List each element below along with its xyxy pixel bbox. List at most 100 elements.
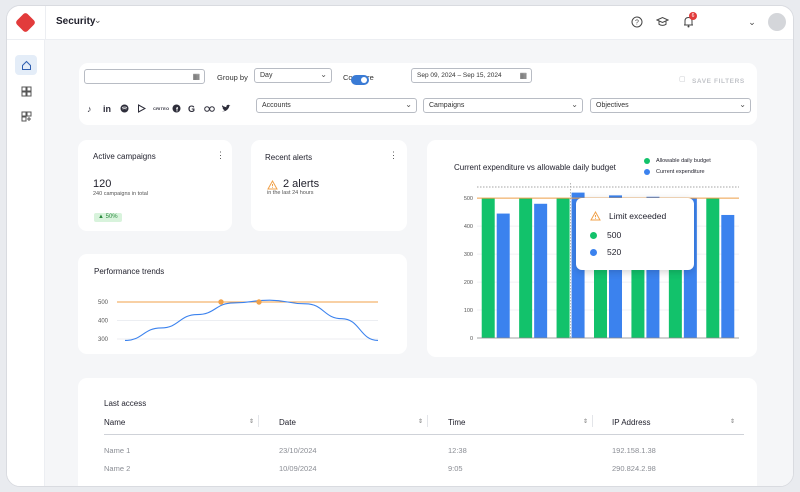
compare-toggle[interactable] [351, 75, 369, 85]
tick-label: 200 [464, 280, 473, 286]
divider [592, 415, 593, 427]
tick-label: 0 [470, 336, 473, 342]
last-access-card [78, 378, 757, 486]
graduation-cap-icon[interactable] [655, 15, 669, 29]
date-range-input[interactable]: Sep 09, 2024 – Sep 15, 2024 ▦ [411, 68, 532, 83]
accounts-select-label: Accounts [262, 102, 291, 109]
column-header-time[interactable]: Time [448, 418, 466, 427]
search-input[interactable]: ▦ [84, 69, 205, 84]
linkedin-icon[interactable]: in [103, 104, 111, 114]
sort-icon[interactable]: ⇕ [418, 419, 424, 425]
avatar[interactable] [768, 13, 786, 31]
tooltip-current: 520 [590, 247, 621, 257]
tooltip-current-value: 520 [607, 247, 622, 257]
tick-label: 500 [464, 196, 473, 202]
help-circle-icon[interactable]: ? [630, 15, 644, 29]
alerts-period: in the last 24 hours [267, 190, 314, 196]
calendar-icon[interactable]: ▦ [192, 72, 200, 81]
chevron-down-icon: ⌄ [320, 70, 327, 79]
sidebar-item-home[interactable] [15, 55, 37, 75]
table-cell: Name 2 [104, 464, 131, 473]
sidebar-item-add-widget[interactable] [15, 106, 37, 126]
table-cell: 290.824.2.98 [612, 464, 656, 473]
google-icon[interactable]: G [188, 104, 196, 114]
sidebar [7, 40, 45, 486]
legend-label: Allowable daily budget [656, 158, 711, 164]
legend-swatch [644, 169, 650, 175]
group-by-select[interactable]: Day ⌄ [254, 68, 332, 83]
notification-badge: 6 [689, 12, 697, 20]
column-header-date[interactable]: Date [279, 418, 296, 427]
group-by-value: Day [260, 72, 273, 79]
play-icon[interactable] [137, 104, 147, 115]
svg-text:f: f [176, 108, 179, 114]
tripadvisor-icon[interactable] [204, 104, 215, 115]
twitter-icon[interactable] [221, 104, 231, 115]
more-options-icon[interactable]: ⋮ [389, 151, 398, 160]
performance-card [78, 254, 407, 354]
bar-budget [519, 198, 533, 338]
tick-label: 400 [98, 319, 109, 325]
page-title: Security [56, 16, 96, 27]
top-bar: Security ⌄ ? 6 ⌄ [7, 6, 793, 40]
sort-icon[interactable]: ⇕ [583, 419, 589, 425]
group-by-label: Group by [217, 73, 248, 82]
warning-icon [590, 211, 601, 221]
bar-budget [706, 198, 720, 338]
bar-current [496, 213, 510, 338]
brand-logo[interactable] [14, 11, 37, 34]
tooltip-budget: 500 [590, 230, 621, 240]
card-title: Active campaigns [93, 152, 156, 161]
save-icon: ▢ [679, 76, 686, 83]
bar-budget [481, 198, 495, 338]
change-badge: ▲ 50% [94, 213, 122, 222]
tick-label: 500 [98, 300, 109, 306]
campaigns-select-label: Campaigns [429, 102, 465, 109]
card-title: Current expenditure vs allowable daily b… [454, 163, 616, 172]
series-dot [590, 231, 597, 239]
bar-budget [556, 198, 570, 338]
chart-tooltip: Limit exceeded 500 520 [576, 198, 694, 270]
bar-current [721, 214, 735, 338]
chevron-down-icon: ⌄ [571, 100, 578, 109]
table-cell: 192.158.1.38 [612, 446, 656, 455]
app-window: Security ⌄ ? 6 ⌄ ▦ Group by Day [6, 5, 794, 487]
table-divider [104, 434, 744, 435]
series-dot [590, 248, 597, 256]
tooltip-title-text: Limit exceeded [609, 211, 667, 221]
tiktok-icon[interactable]: ♪ [87, 104, 92, 114]
trend-line [124, 299, 379, 342]
campaigns-select[interactable]: Campaigns ⌄ [423, 98, 583, 113]
sort-icon[interactable]: ⇕ [730, 419, 736, 425]
column-header-ip[interactable]: IP Address [612, 418, 651, 427]
accounts-select[interactable]: Accounts ⌄ [256, 98, 417, 113]
performance-chart: 500 400 300 [98, 299, 379, 343]
criteo-icon[interactable]: CRITEO [153, 106, 170, 111]
warning-icon [267, 177, 278, 195]
objectives-select[interactable]: Objectives ⌄ [590, 98, 751, 113]
divider [45, 6, 46, 40]
intersection-point [256, 299, 262, 305]
legend-label: Current expenditure [656, 169, 705, 175]
change-value: 50% [105, 214, 118, 220]
calendar-icon[interactable]: ▦ [519, 71, 527, 80]
arrow-up-icon: ▲ [98, 214, 106, 220]
chevron-down-icon[interactable]: ⌄ [94, 15, 102, 25]
objectives-select-label: Objectives [596, 102, 629, 109]
legend-item: Current expenditure [644, 169, 705, 175]
sort-icon[interactable]: ⇕ [249, 419, 255, 425]
table-cell: 9:05 [448, 464, 463, 473]
facebook-icon[interactable]: f [172, 104, 181, 115]
svg-text:?: ? [635, 20, 639, 27]
save-filters-button[interactable]: SAVE FILTERS [692, 78, 745, 85]
add-widget-icon [21, 111, 31, 121]
tooltip-budget-value: 500 [607, 230, 622, 240]
chevron-down-icon[interactable]: ⌄ [748, 16, 756, 27]
column-header-name[interactable]: Name [104, 418, 126, 427]
more-options-icon[interactable]: ⋮ [216, 151, 225, 160]
card-title: Recent alerts [265, 153, 313, 162]
sidebar-item-dashboard[interactable] [15, 81, 37, 101]
spotify-icon[interactable] [120, 104, 129, 115]
intersection-point [218, 299, 224, 305]
bell-icon[interactable] [681, 15, 695, 29]
